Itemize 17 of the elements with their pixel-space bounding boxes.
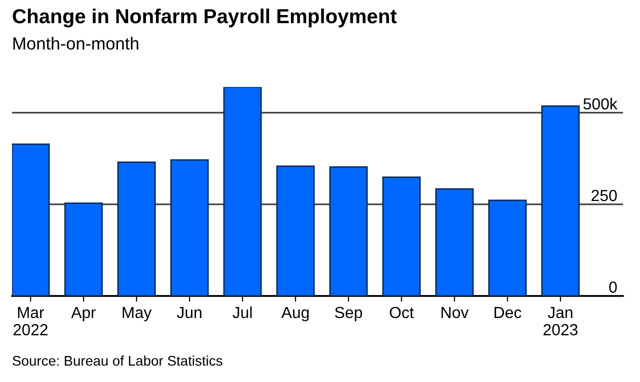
x-tick-label: Dec [494, 307, 522, 318]
x-tick-label: Oct [390, 306, 414, 318]
y-tick-label: 500k [583, 98, 618, 110]
x-tick-label: Nov [442, 307, 469, 318]
x-tick-label: May [122, 307, 152, 322]
y-tick-label: 0 [609, 282, 617, 293]
x-tick-label: Apr [71, 307, 96, 322]
x-tick-label: Jan 2023 [544, 307, 578, 336]
x-tick-label: Aug [281, 307, 309, 322]
chart-title: Change in Nonfarm Payroll Employment [12, 8, 397, 28]
x-tick-label: Sep [335, 306, 362, 322]
x-tick-label: Mar 2022 [14, 307, 48, 336]
source-note: Source: Bureau of Labor Statistics [12, 356, 222, 366]
x-tick-label: Jul [232, 306, 252, 318]
y-tick-label: 250 [592, 190, 617, 202]
chart-subtitle: Month-on-month [13, 36, 138, 50]
x-tick-label: Jun [176, 307, 202, 318]
